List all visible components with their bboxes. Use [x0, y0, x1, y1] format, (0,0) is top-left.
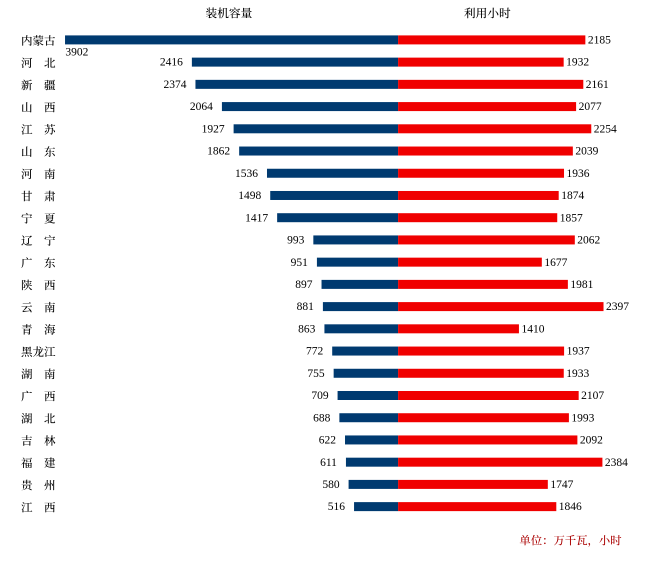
- svg-text:1846: 1846: [559, 501, 582, 513]
- svg-text:1937: 1937: [567, 346, 590, 358]
- svg-text:2416: 2416: [160, 57, 183, 69]
- svg-text:1410: 1410: [521, 323, 544, 335]
- svg-text:1936: 1936: [567, 168, 590, 180]
- svg-text:1993: 1993: [571, 412, 594, 424]
- svg-text:2384: 2384: [605, 457, 628, 469]
- svg-text:1677: 1677: [544, 257, 567, 269]
- svg-text:2185: 2185: [588, 35, 611, 47]
- svg-text:709: 709: [311, 390, 329, 402]
- svg-text:2254: 2254: [594, 123, 617, 135]
- svg-text:2062: 2062: [577, 235, 600, 247]
- svg-text:1933: 1933: [566, 368, 589, 380]
- svg-text:622: 622: [319, 435, 337, 447]
- svg-text:1874: 1874: [561, 190, 584, 202]
- svg-text:2161: 2161: [586, 79, 609, 91]
- svg-text:516: 516: [328, 501, 346, 513]
- svg-text:611: 611: [320, 457, 337, 469]
- svg-text:2107: 2107: [581, 390, 604, 402]
- svg-text:3902: 3902: [65, 47, 88, 59]
- svg-text:2064: 2064: [190, 101, 213, 113]
- svg-text:1747: 1747: [550, 479, 573, 491]
- svg-text:1927: 1927: [202, 123, 225, 135]
- svg-text:951: 951: [291, 257, 309, 269]
- svg-text:1857: 1857: [560, 212, 583, 224]
- svg-text:993: 993: [287, 235, 305, 247]
- svg-text:580: 580: [322, 479, 340, 491]
- svg-text:2374: 2374: [163, 79, 186, 91]
- svg-text:881: 881: [297, 301, 315, 313]
- svg-text:755: 755: [307, 368, 325, 380]
- svg-text:772: 772: [306, 346, 324, 358]
- svg-text:2077: 2077: [579, 101, 602, 113]
- svg-text:1981: 1981: [570, 279, 593, 291]
- svg-text:2092: 2092: [580, 435, 603, 447]
- svg-text:688: 688: [313, 412, 331, 424]
- svg-text:1417: 1417: [245, 212, 268, 224]
- svg-text:897: 897: [295, 279, 313, 291]
- svg-text:2039: 2039: [575, 146, 598, 158]
- svg-text:1932: 1932: [566, 57, 589, 69]
- svg-text:1862: 1862: [207, 146, 230, 158]
- svg-text:2397: 2397: [606, 301, 629, 313]
- svg-text:863: 863: [298, 323, 316, 335]
- svg-text:1498: 1498: [238, 190, 261, 202]
- svg-text:1536: 1536: [235, 168, 258, 180]
